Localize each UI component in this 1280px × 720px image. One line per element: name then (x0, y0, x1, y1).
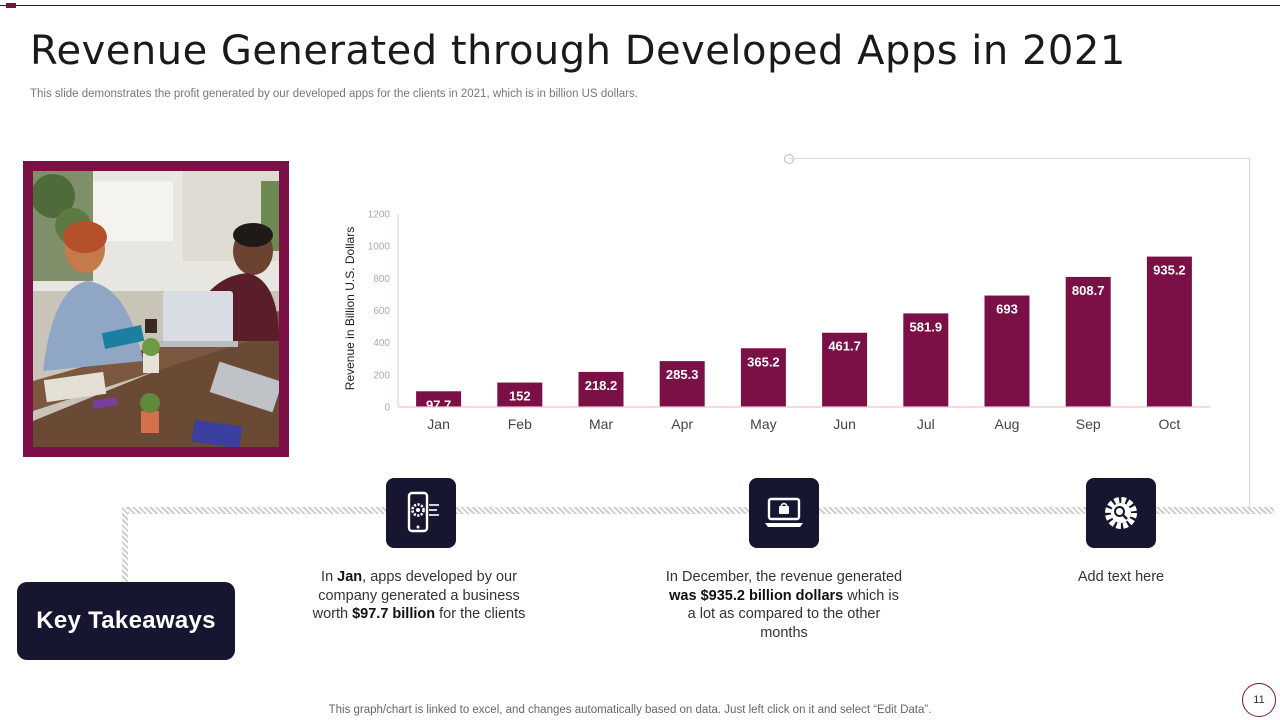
footer-note: This graph/chart is linked to excel, and… (0, 704, 1280, 716)
bar-apr[interactable] (659, 361, 705, 407)
hatched-band-vertical (122, 507, 128, 583)
data-label: 935.2 (1153, 263, 1186, 278)
key-takeaways-label: Key Takeaways (17, 582, 235, 660)
takeaway-1-text: In Jan, apps developed by our company ge… (299, 568, 539, 624)
top-accent-mark (6, 3, 16, 8)
data-label: 693 (996, 302, 1018, 317)
takeaway-1-run-0: In (321, 569, 338, 585)
takeaway-1-run-4: for the clients (435, 606, 526, 622)
y-tick-label: 400 (373, 338, 390, 349)
bar-sep[interactable] (1065, 276, 1111, 407)
bar-jun[interactable] (822, 332, 868, 407)
y-tick-label: 200 (373, 370, 390, 381)
takeaway-3-text: Add text here (1001, 568, 1241, 587)
top-rule (0, 5, 1280, 6)
slide-title: Revenue Generated through Developed Apps… (30, 28, 1126, 74)
x-tick-label: Apr (671, 416, 693, 432)
x-tick-label: Feb (508, 416, 532, 432)
y-tick-label: 0 (384, 403, 390, 414)
footer-note-text: This graph/chart is linked to excel, and… (328, 704, 932, 716)
data-label: 581.9 (910, 319, 943, 334)
bar-may[interactable] (740, 348, 786, 407)
x-tick-label: Oct (1159, 416, 1181, 432)
takeaway-2-run-0: In December, the revenue generated (665, 569, 903, 585)
data-label: 285.3 (666, 367, 699, 382)
y-tick-label: 1200 (368, 210, 391, 221)
x-tick-label: Mar (589, 416, 613, 432)
takeaway-1-run-2: , apps developed by our company generate… (312, 569, 520, 622)
x-tick-label: Jun (833, 416, 856, 432)
takeaway-2-run-1: was $935.2 billion dollars (669, 587, 844, 604)
bar-feb[interactable] (497, 382, 543, 407)
mobile-gear-tile (386, 478, 456, 548)
bar-jul[interactable] (903, 313, 949, 407)
bar-oct[interactable] (1146, 256, 1192, 407)
x-tick-label: May (750, 416, 776, 432)
data-label: 365.2 (747, 354, 780, 369)
takeaway-2-run-2: which is a lot as compared to the other … (687, 587, 899, 641)
data-label: 461.7 (828, 339, 861, 354)
team-meeting-photo (33, 171, 279, 447)
chart-frame-decoration (789, 158, 1250, 509)
data-label: 97.7 (426, 397, 451, 412)
bar-mar[interactable] (578, 371, 624, 407)
laptop-tile (749, 478, 819, 548)
data-label: 808.7 (1072, 283, 1105, 298)
page-number: 11 (1242, 683, 1276, 717)
gear-search-icon (1105, 497, 1137, 529)
takeaway-3-run-0: Add text here (1077, 569, 1165, 585)
data-label: 152 (509, 389, 531, 404)
y-tick-label: 1000 (368, 242, 391, 253)
x-tick-label: Sep (1076, 416, 1101, 432)
bar-aug[interactable] (984, 295, 1030, 407)
takeaway-1-run-3: $97.7 billion (352, 606, 436, 622)
revenue-bar-chart[interactable]: 0 200 400 600 800 1000 1200 Revenue in Billion … (330, 200, 1220, 440)
mobile-gear-icon (407, 491, 439, 533)
takeaway-1-run-1: Jan (337, 569, 363, 585)
bar-jan[interactable] (416, 391, 462, 407)
x-tick-label: Jul (917, 416, 935, 432)
y-axis-title: Revenue in Billion U.S. Dollars (343, 227, 357, 390)
data-label: 218.2 (585, 378, 618, 393)
photo-frame (23, 161, 289, 457)
laptop-icon (765, 497, 803, 527)
gear-search-tile (1086, 478, 1156, 548)
x-tick-label: Jan (427, 416, 450, 432)
slide-subtitle: This slide demonstrates the profit gener… (30, 88, 638, 100)
takeaway-2-text: In December, the revenue generated was $… (664, 568, 904, 642)
frame-dot (784, 154, 794, 164)
y-tick-label: 600 (373, 306, 390, 317)
hatched-band (122, 507, 1274, 514)
x-tick-label: Aug (995, 416, 1020, 432)
y-tick-label: 800 (373, 274, 390, 285)
